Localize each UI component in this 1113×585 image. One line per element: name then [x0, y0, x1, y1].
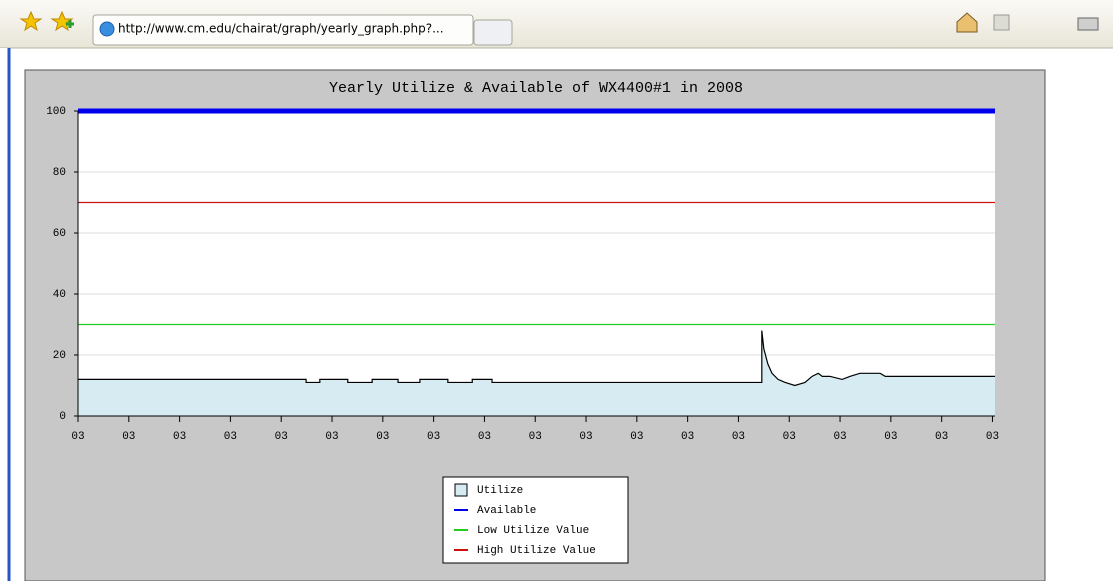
- print-icon[interactable]: [1077, 17, 1099, 31]
- y-tick-label: 0: [59, 411, 66, 423]
- add-plus: [66, 20, 74, 28]
- x-tick-label: 03: [579, 431, 592, 443]
- y-tick-label: 60: [53, 228, 66, 240]
- favorites-icon[interactable]: [19, 10, 43, 32]
- legend-label: Available: [477, 505, 536, 517]
- y-tick-label: 40: [53, 289, 66, 301]
- chart-title: Yearly Utilize & Available of WX4400#1 i…: [329, 80, 743, 97]
- x-tick-label: 03: [935, 431, 948, 443]
- plot-area: [78, 111, 995, 416]
- home-icon[interactable]: [956, 12, 978, 33]
- browser-tab[interactable]: [92, 14, 474, 46]
- page-margin: [0, 48, 10, 581]
- x-tick-label: 03: [833, 431, 846, 443]
- y-tick-label: 80: [53, 167, 66, 179]
- x-tick-label: 03: [529, 431, 542, 443]
- feeds-icon[interactable]: [993, 14, 1010, 31]
- x-tick-label: 03: [884, 431, 897, 443]
- x-tick-label: 03: [681, 431, 694, 443]
- add-favorite-icon[interactable]: [50, 10, 74, 32]
- x-tick-label: 03: [325, 431, 338, 443]
- x-tick-label: 03: [376, 431, 389, 443]
- x-tick-label: 03: [275, 431, 288, 443]
- new-tab[interactable]: [473, 19, 513, 46]
- x-tick-label: 03: [122, 431, 135, 443]
- tab-url[interactable]: http://www.cm.edu/chairat/graph/yearly_g…: [118, 22, 444, 36]
- legend-label: Low Utilize Value: [477, 525, 589, 537]
- legend-label: Utilize: [477, 485, 523, 497]
- ie-icon: [99, 21, 115, 37]
- x-tick-label: 03: [630, 431, 643, 443]
- series-line: [78, 330, 995, 387]
- x-tick-label: 03: [986, 431, 999, 443]
- area: [78, 330, 995, 416]
- legend-label: High Utilize Value: [477, 545, 596, 557]
- x-tick-label: 03: [783, 431, 796, 443]
- legend: [442, 476, 629, 564]
- x-tick-label: 03: [71, 431, 84, 443]
- x-tick-label: 03: [732, 431, 745, 443]
- y-tick-label: 20: [53, 350, 66, 362]
- legend-swatch: [454, 483, 468, 497]
- y-tick-label: 100: [46, 106, 66, 118]
- x-tick-label: 03: [224, 431, 237, 443]
- x-tick-label: 03: [173, 431, 186, 443]
- x-tick-label: 03: [478, 431, 491, 443]
- x-tick-label: 03: [427, 431, 440, 443]
